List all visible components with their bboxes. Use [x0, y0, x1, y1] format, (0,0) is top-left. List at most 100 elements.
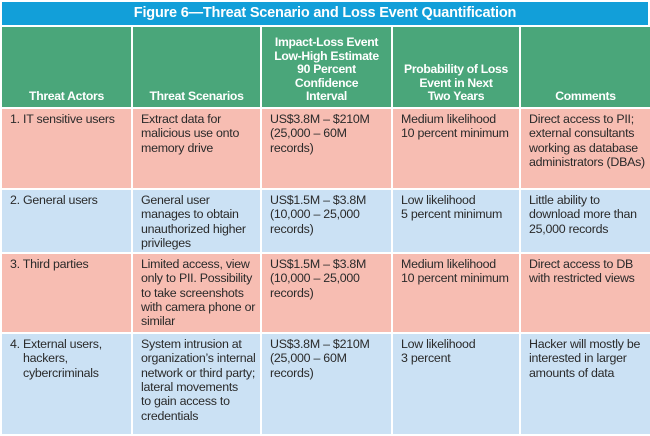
cell-threat-scenario: System intrusion at organization’s inter…: [133, 334, 260, 435]
header-line: 90 Percent: [297, 62, 356, 77]
header-line: Probability of Loss: [404, 62, 508, 77]
actor-line: cybercriminals: [23, 365, 99, 380]
cell-impact-estimate: US$3.8M – $210M (25,000 – 60M records): [262, 109, 391, 188]
cell-comments: Little ability to download more than 25,…: [521, 190, 650, 253]
cell-threat-actor: 3. Third parties: [2, 254, 131, 333]
scenario-line: malicious use onto: [141, 126, 240, 141]
comment-line: amounts of data: [529, 365, 615, 380]
scenario-line: unauthorized higher: [141, 221, 246, 236]
cell-threat-actor: 1. IT sensitive users: [2, 109, 131, 188]
cell-impact-estimate: US$1.5M – $3.8M (10,000 – 25,000 records…: [262, 254, 391, 333]
scenario-line: manages to obtain: [141, 207, 239, 222]
header-probability: Probability of Loss Event in Next Two Ye…: [393, 27, 519, 107]
cell-comments: Direct access to PII; external consultan…: [521, 109, 650, 188]
table-row: 3. Third parties Limited access, view on…: [2, 254, 650, 333]
scenario-line: memory drive: [141, 140, 214, 155]
impact-line: (10,000 – 25,000: [270, 271, 360, 286]
threat-scenario-table: Threat Actors Threat Scenarios Impact-Lo…: [0, 25, 650, 436]
impact-line: records): [270, 221, 314, 236]
impact-line: records): [270, 365, 314, 380]
table-row: 1. IT sensitive users Extract data for m…: [2, 109, 650, 188]
probability-line: 10 percent minimum: [401, 271, 509, 286]
scenario-line: to take screenshots: [141, 285, 244, 300]
scenario-line: organization’s internal: [141, 351, 256, 366]
scenario-line: to gain access to: [141, 394, 230, 409]
probability-line: 5 percent minimum: [401, 207, 503, 222]
comment-line: external consultants: [529, 126, 635, 141]
cell-probability: Medium likelihood 10 percent minimum: [393, 109, 519, 188]
scenario-line: similar: [141, 314, 176, 329]
table-row: 4. External users, hackers, cybercrimina…: [2, 334, 650, 435]
impact-line: US$1.5M – $3.8M: [270, 257, 367, 272]
impact-line: US$1.5M – $3.8M: [270, 193, 367, 207]
actor-text: 2. General users: [10, 193, 98, 207]
scenario-line: General user: [141, 193, 210, 207]
cell-probability: Medium likelihood 10 percent minimum: [393, 254, 519, 333]
comment-line: working as database: [529, 140, 638, 155]
header-comments: Comments: [521, 27, 650, 107]
scenario-line: Limited access, view: [141, 257, 250, 272]
header-threat-scenarios: Threat Scenarios: [133, 27, 260, 107]
comment-line: 25,000 records: [529, 221, 609, 236]
header-line: Low-High Estimate: [274, 48, 379, 63]
actor-text: 1. IT sensitive users: [10, 112, 115, 126]
probability-line: Medium likelihood: [401, 112, 496, 126]
cell-impact-estimate: US$3.8M – $210M (25,000 – 60M records): [262, 334, 391, 435]
impact-line: records): [270, 285, 314, 300]
cell-threat-scenario: Extract data for malicious use onto memo…: [133, 109, 260, 188]
probability-line: Low likelihood: [401, 193, 476, 207]
header-label: Threat Scenarios: [149, 89, 244, 104]
scenario-line: privileges: [141, 235, 191, 250]
table-row: 2. General users General user manages to…: [2, 190, 650, 253]
comment-line: interested in larger: [529, 351, 627, 366]
scenario-line: only to PII. Possibility: [141, 271, 253, 286]
comment-line: Hacker will mostly be: [529, 337, 641, 352]
scenario-line: network or third party;: [141, 365, 256, 380]
header-line: Interval: [306, 89, 347, 104]
comment-line: with restricted views: [529, 271, 635, 286]
figure-title: Figure 6—Threat Scenario and Loss Event …: [2, 2, 648, 25]
cell-threat-scenario: General user manages to obtain unauthori…: [133, 190, 260, 253]
scenario-line: with camera phone or: [141, 300, 256, 315]
actor-text: 3. Third parties: [10, 257, 89, 272]
header-impact-loss-estimate: Impact-Loss Event Low-High Estimate 90 P…: [262, 27, 391, 107]
actor-line: 4. External users,: [10, 337, 102, 352]
scenario-line: lateral movements: [141, 380, 238, 395]
comment-line: administrators (DBAs): [529, 154, 645, 169]
probability-line: 3 percent: [401, 351, 451, 366]
cell-threat-actor: 4. External users, hackers, cybercrimina…: [2, 334, 131, 435]
cell-threat-actor: 2. General users: [2, 190, 131, 253]
header-label: Threat Actors: [29, 89, 104, 104]
scenario-line: credentials: [141, 408, 199, 423]
actor-line: hackers,: [23, 351, 68, 366]
impact-line: records): [270, 140, 314, 155]
header-row: Threat Actors Threat Scenarios Impact-Lo…: [2, 27, 650, 107]
probability-line: Medium likelihood: [401, 257, 496, 272]
impact-line: (25,000 – 60M: [270, 351, 347, 366]
impact-line: US$3.8M – $210M: [270, 112, 370, 126]
cell-probability: Low likelihood 5 percent minimum: [393, 190, 519, 253]
header-label: Comments: [555, 89, 616, 104]
impact-line: US$3.8M – $210M: [270, 337, 370, 352]
header-threat-actors: Threat Actors: [2, 27, 131, 107]
scenario-line: Extract data for: [141, 112, 222, 126]
header-line: Event in Next: [419, 75, 493, 90]
cell-comments: Direct access to DB with restricted view…: [521, 254, 650, 333]
comment-line: Direct access to DB: [529, 257, 634, 272]
cell-probability: Low likelihood 3 percent: [393, 334, 519, 435]
comment-line: download more than: [529, 207, 637, 222]
comment-line: Direct access to PII;: [529, 112, 634, 126]
scenario-line: System intrusion at: [141, 337, 242, 352]
probability-line: Low likelihood: [401, 337, 476, 352]
header-line: Confidence: [294, 75, 359, 90]
comment-line: Little ability to: [529, 193, 600, 207]
probability-line: 10 percent minimum: [401, 126, 509, 141]
header-line: Two Years: [427, 89, 485, 104]
cell-threat-scenario: Limited access, view only to PII. Possib…: [133, 254, 260, 333]
header-line: Impact-Loss Event: [274, 35, 379, 50]
cell-comments: Hacker will mostly be interested in larg…: [521, 334, 650, 435]
cell-impact-estimate: US$1.5M – $3.8M (10,000 – 25,000 records…: [262, 190, 391, 253]
impact-line: (25,000 – 60M: [270, 126, 347, 141]
impact-line: (10,000 – 25,000: [270, 207, 360, 222]
